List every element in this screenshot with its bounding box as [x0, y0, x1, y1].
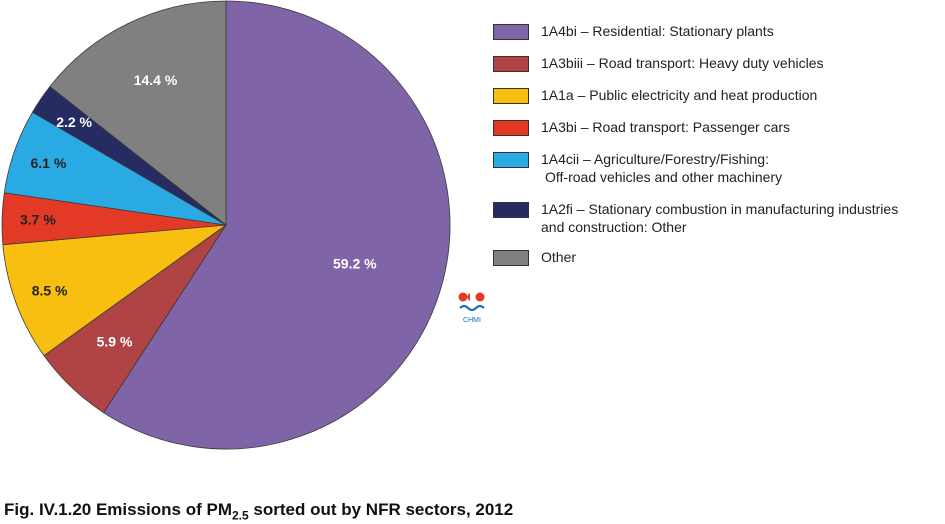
slice-label-5: 2.2 % — [56, 114, 92, 130]
legend-label-0: 1A4bi – Residential: Stationary plants — [541, 22, 774, 40]
legend-swatch-5 — [493, 202, 529, 218]
caption-prefix: Fig. IV.1.20 Emissions of PM — [4, 500, 232, 519]
legend-label-line: Other — [541, 249, 577, 265]
legend-item-6: Other — [493, 248, 576, 266]
legend-label-line: 1A3bi – Road transport: Passenger cars — [541, 119, 791, 135]
legend-swatch-1 — [493, 56, 529, 72]
legend-swatch-0 — [493, 24, 529, 40]
legend-label-3: 1A3bi – Road transport: Passenger cars — [541, 118, 790, 136]
legend-label-line: Off-road vehicles and other machinery — [545, 169, 783, 185]
legend-label-5: 1A2fi – Stationary combustion in manufac… — [541, 200, 898, 236]
legend-swatch-2 — [493, 88, 529, 104]
logo-left-dot — [458, 292, 468, 302]
legend-label-line: and construction: Other — [541, 219, 687, 235]
legend-label-4: 1A4cii – Agriculture/Forestry/Fishing: Of… — [541, 150, 782, 186]
logo-half-dot — [467, 293, 470, 301]
legend-item-2: 1A1a – Public electricity and heat produ… — [493, 86, 817, 104]
pie-slice-6 — [49, 0, 227, 226]
pie-slice-0 — [103, 0, 451, 450]
legend-label-line: 1A1a – Public electricity and heat produ… — [541, 87, 818, 103]
legend-label-line: 1A2fi – Stationary combustion in manufac… — [541, 201, 899, 217]
legend-swatch-6 — [493, 250, 529, 266]
logo-right-dot — [475, 292, 485, 302]
legend-swatch-3 — [493, 120, 529, 136]
pie-slice-2 — [2, 224, 228, 357]
slice-label-3: 3.7 % — [20, 212, 56, 228]
legend-label-1: 1A3biii – Road transport: Heavy duty veh… — [541, 54, 823, 72]
pie-chart: 59.2 % 5.9 % 8.5 % 3.7 % 6.1 % 2.2 % 14.4 % — [1, 0, 451, 450]
legend-item-1: 1A3biii – Road transport: Heavy duty veh… — [493, 54, 823, 72]
slice-label-2: 8.5 % — [32, 282, 68, 298]
logo-wave — [459, 304, 485, 312]
caption-subscript: 2.5 — [232, 508, 249, 523]
legend-swatch-4 — [493, 152, 529, 168]
caption-suffix: sorted out by NFR sectors, 2012 — [248, 500, 514, 519]
legend-label-line: 1A4cii – Agriculture/Forestry/Fishing: — [541, 151, 769, 167]
legend-label-6: Other — [541, 248, 576, 266]
slice-label-1: 5.9 % — [97, 334, 133, 350]
figure-caption: Fig. IV.1.20 Emissions of PM2.5 sorted o… — [4, 500, 513, 522]
legend-item-5: 1A2fi – Stationary combustion in manufac… — [493, 200, 898, 236]
legend-label-2: 1A1a – Public electricity and heat produ… — [541, 86, 817, 104]
slice-label-0: 59.2 % — [333, 255, 377, 271]
legend-item-3: 1A3bi – Road transport: Passenger cars — [493, 118, 790, 136]
slice-label-4: 6.1 % — [30, 155, 66, 171]
legend-label-line: 1A3biii – Road transport: Heavy duty veh… — [541, 55, 824, 71]
slice-label-6: 14.4 % — [134, 72, 178, 88]
legend-item-0: 1A4bi – Residential: Stationary plants — [493, 22, 774, 40]
chmi-logo: CHMI — [458, 292, 485, 324]
logo-text: CHMI — [463, 317, 481, 324]
legend-label-line: 1A4bi – Residential: Stationary plants — [541, 23, 774, 39]
legend-item-4: 1A4cii – Agriculture/Forestry/Fishing: Of… — [493, 150, 782, 186]
